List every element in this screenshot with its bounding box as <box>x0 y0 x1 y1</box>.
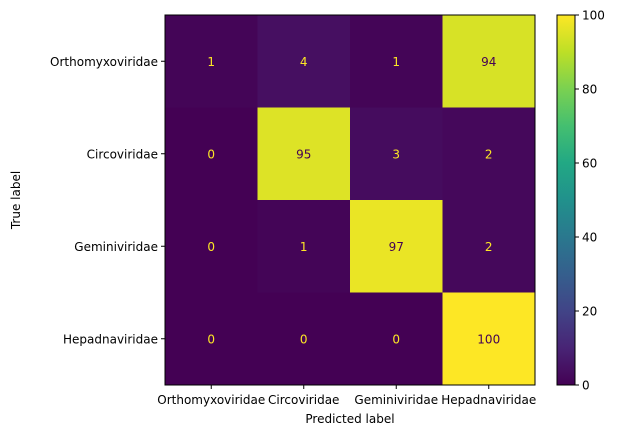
heatmap-cell <box>442 292 536 386</box>
cell-value-label: 94 <box>481 55 496 69</box>
cell-value-label: 1 <box>300 240 308 254</box>
colorbar-axis: 0 20 40 60 80 100 <box>575 9 605 393</box>
heatmap-cell <box>257 15 351 108</box>
cell-value-label: 3 <box>392 147 400 161</box>
colorbar-tick-label: 100 <box>582 9 605 23</box>
cell-labels: 1 4 1 94 0 95 3 2 0 1 97 2 0 0 0 100 <box>207 55 500 347</box>
heatmap-cell <box>350 200 443 293</box>
heatmap-cell <box>165 107 258 201</box>
heatmap-cell <box>257 292 351 386</box>
colorbar-tick-label: 60 <box>582 157 597 171</box>
cell-value-label: 0 <box>207 147 215 161</box>
heatmap-cell <box>165 292 258 386</box>
x-tick-label: Circoviridae <box>268 393 339 407</box>
x-tick-label: Hepadnaviridae <box>441 393 536 407</box>
heatmap-cell <box>165 200 258 293</box>
y-axis-label: True label <box>9 171 23 230</box>
heatmap-cell <box>442 107 536 201</box>
heatmap-cells <box>165 15 536 386</box>
plot-frame <box>164 14 536 386</box>
y-tick-label: Geminiviridae <box>74 240 158 254</box>
x-tick-label: Orthomyxoviridae <box>157 393 265 407</box>
cell-value-label: 100 <box>477 332 500 346</box>
heatmap-cell <box>442 200 536 293</box>
colorbar <box>556 14 576 386</box>
heatmap-cell <box>257 107 351 201</box>
cell-value-label: 0 <box>207 332 215 346</box>
heatmap-cell <box>257 200 351 293</box>
cell-value-label: 1 <box>392 55 400 69</box>
heatmap-cell <box>350 15 443 108</box>
colorbar-tick-label: 20 <box>582 305 597 319</box>
heatmap-cell <box>165 15 258 108</box>
y-tick-label: Circoviridae <box>87 147 158 161</box>
y-tick-label: Orthomyxoviridae <box>50 55 158 69</box>
colorbar-tick-label: 80 <box>582 83 597 97</box>
cell-value-label: 0 <box>300 332 308 346</box>
colorbar-tick-label: 0 <box>582 379 590 393</box>
cell-value-label: 2 <box>485 147 493 161</box>
cell-value-label: 97 <box>389 240 404 254</box>
cell-value-label: 0 <box>207 240 215 254</box>
x-axis: Orthomyxoviridae Circoviridae Geminivirida… <box>157 385 536 407</box>
y-axis: Orthomyxoviridae Circoviridae Geminivirida… <box>50 55 165 346</box>
cell-value-label: 1 <box>207 55 215 69</box>
cell-value-label: 4 <box>300 55 308 69</box>
heatmap-cell <box>350 107 443 201</box>
heatmap-cell <box>350 292 443 386</box>
cell-value-label: 95 <box>296 147 311 161</box>
heatmap-cell <box>442 15 536 108</box>
x-tick-label: Geminiviridae <box>354 393 438 407</box>
cell-value-label: 0 <box>392 332 400 346</box>
y-tick-label: Hepadnaviridae <box>63 332 158 346</box>
cell-value-label: 2 <box>485 240 493 254</box>
x-axis-label: Predicted label <box>305 412 394 426</box>
colorbar-tick-label: 40 <box>582 231 597 245</box>
